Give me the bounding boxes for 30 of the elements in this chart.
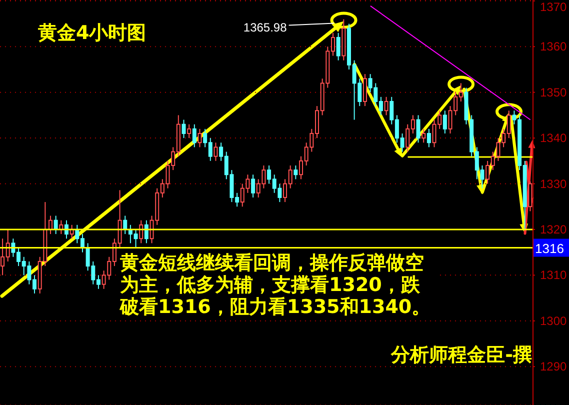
candlestick	[198, 128, 202, 148]
candlestick	[294, 164, 298, 180]
y-tick-label: 1330	[540, 176, 568, 191]
annotation: 分析师程金臣-撰	[391, 343, 532, 368]
annotation: 1365.98	[243, 20, 288, 34]
candlestick	[187, 124, 192, 139]
y-tick-label: 1350	[540, 85, 568, 100]
y-tick-label: 1290	[540, 360, 568, 374]
annotation: 黄金短线继续看回调，操作反弹做空为主，低多为辅，支撑看1320，跌破看1316，阻力看1335和1340。	[120, 252, 438, 318]
candlestick	[416, 114, 420, 144]
candlestick	[422, 128, 426, 144]
candlestick	[384, 96, 388, 116]
y-tick-label: 1360	[540, 40, 568, 54]
y-tick-label: 1370	[540, 0, 568, 14]
y-tick-label: 1310	[540, 268, 568, 282]
text: 黄金4小时图	[38, 21, 146, 46]
candlestick	[362, 74, 367, 107]
y-tick-label: 1320	[540, 222, 568, 236]
candlestick	[182, 119, 186, 139]
candlestick	[192, 124, 196, 148]
candlestick	[426, 128, 431, 148]
y-tick-label: 1300	[540, 314, 568, 328]
candlestick	[251, 174, 256, 198]
y-tick-label: 1340	[540, 131, 568, 146]
candlestick	[214, 142, 218, 162]
candlestick	[336, 32, 340, 61]
candlestick	[144, 220, 148, 244]
candlestick	[442, 110, 447, 134]
candlestick	[139, 220, 144, 244]
ref-line-label: 1316	[535, 240, 564, 256]
